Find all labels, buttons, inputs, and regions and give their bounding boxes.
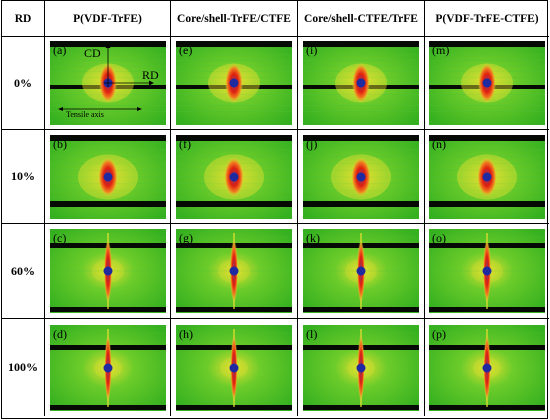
diffraction-pattern-image: (k)	[303, 229, 419, 313]
row-label-1: 10%	[2, 130, 45, 224]
tensile-axis-label: Tensile axis	[66, 110, 104, 119]
header-col-2: Core/shell-CTFE/TrFE	[298, 1, 425, 37]
diffraction-pattern-image: (d)	[50, 325, 166, 411]
rd-label: RD	[142, 68, 159, 82]
pattern-panel: (o)	[425, 224, 549, 319]
pattern-panel: (a) CD RD Tensile axis	[45, 37, 171, 130]
panel-label: (g)	[179, 231, 193, 245]
header-col-3: P(VDF-TrFE-CTFE)	[425, 1, 549, 37]
pattern-panel: (j)	[298, 130, 425, 224]
panel-label: (h)	[179, 327, 193, 341]
panel-label: (a)	[53, 43, 66, 57]
pattern-panel: (n)	[425, 130, 549, 224]
row-label-0: 0%	[2, 37, 45, 130]
panel-label: (e)	[179, 43, 192, 57]
header-corner: RD	[2, 1, 45, 37]
cd-label: CD	[84, 46, 101, 60]
diffraction-pattern-image: (n)	[429, 135, 545, 219]
pattern-panel: (k)	[298, 224, 425, 319]
panel-label: (o)	[432, 231, 446, 245]
pattern-panel: (p)	[425, 319, 549, 416]
pattern-panel: (m)	[425, 37, 549, 130]
diffraction-pattern-image: (j)	[303, 135, 419, 219]
pattern-panel: (b)	[45, 130, 171, 224]
pattern-panel: (g)	[171, 224, 298, 319]
diffraction-pattern-image: (p)	[429, 325, 545, 411]
diffraction-pattern-image: (g)	[176, 229, 292, 313]
row-label-3: 100%	[2, 319, 45, 416]
diffraction-pattern-image: (i)	[303, 41, 419, 125]
panel-label: (i)	[306, 43, 317, 57]
panel-label: (f)	[179, 137, 191, 151]
diffraction-pattern-image: (a) CD RD Tensile axis	[50, 41, 166, 125]
pattern-panel: (h)	[171, 319, 298, 416]
diffraction-pattern-image: (c)	[50, 229, 166, 313]
panel-label: (n)	[432, 137, 446, 151]
panel-label: (c)	[53, 231, 66, 245]
panel-label: (m)	[432, 43, 449, 57]
diffraction-pattern-image: (m)	[429, 41, 545, 125]
diffraction-pattern-image: (h)	[176, 325, 292, 411]
pattern-panel: (d)	[45, 319, 171, 416]
pattern-panel: (c)	[45, 224, 171, 319]
panel-label: (p)	[432, 327, 446, 341]
diffraction-pattern-image: (e)	[176, 41, 292, 125]
diffraction-pattern-image: (b)	[50, 135, 166, 219]
row-label-2: 60%	[2, 224, 45, 319]
pattern-panel: (f)	[171, 130, 298, 224]
panel-label: (k)	[306, 231, 320, 245]
diffraction-pattern-image: (o)	[429, 229, 545, 313]
pattern-panel: (l)	[298, 319, 425, 416]
panel-label: (d)	[53, 327, 67, 341]
header-col-1: Core/shell-TrFE/CTFE	[171, 1, 298, 37]
diffraction-pattern-image: (f)	[176, 135, 292, 219]
panel-label: (b)	[53, 137, 67, 151]
header-col-0: P(VDF-TrFE)	[45, 1, 171, 37]
panel-label: (l)	[306, 327, 317, 341]
panel-label: (j)	[306, 137, 317, 151]
pattern-panel: (i)	[298, 37, 425, 130]
pattern-panel: (e)	[171, 37, 298, 130]
diffraction-pattern-image: (l)	[303, 325, 419, 411]
